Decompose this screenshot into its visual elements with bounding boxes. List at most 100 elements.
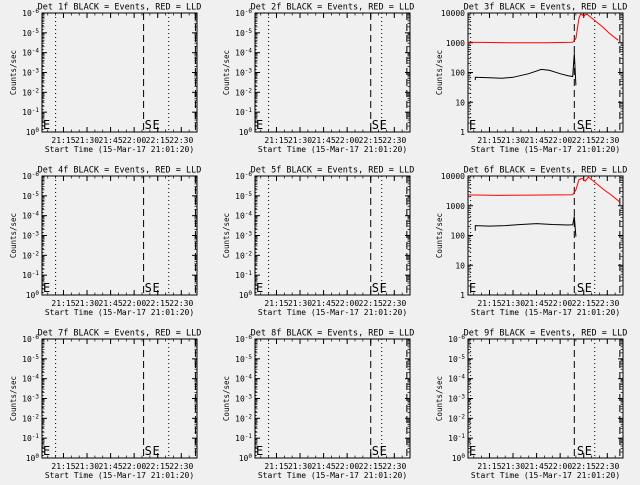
start-marker-label: S [145,444,152,458]
y-tick-label: 1 [460,291,465,300]
start-marker-label: S [577,444,584,458]
left-edge-e-label: E [43,281,50,295]
y-tick-label: 100 [26,453,40,463]
plot-frame [467,12,624,133]
y-tick-label: 100 [239,290,253,300]
chart-title: Det 3f BLACK = Events, RED = LLD [464,3,628,13]
chart-title: Det 7f BLACK = Events, RED = LLD [38,329,202,339]
y-axis-label: Counts/sec [9,376,18,421]
y-tick-label: 10-5 [235,191,252,201]
left-edge-e-label: E [43,444,50,458]
y-tick-label: 10-6 [448,334,465,344]
x-axis-label: Start Time (15-Mar-17 21:01:20) [258,308,407,317]
x-tick-label: 22:30 [169,299,193,308]
x-tick-label: 21:15 [51,299,75,308]
x-tick-label: 22:00 [548,136,572,145]
x-tick-label: 21:45 [312,136,336,145]
x-tick-label: 22:00 [335,299,359,308]
y-tick-label: 10-3 [22,394,39,404]
x-tick-label: 22:00 [122,299,146,308]
plot-frame [41,12,198,133]
y-tick-label: 10 [455,98,465,107]
y-tick-label: 100 [451,69,466,78]
y-tick-label: 10-6 [235,8,252,18]
x-tick-label: 21:45 [525,462,549,471]
end-marker-label: E [380,281,387,295]
y-tick-label: 10-5 [22,28,39,38]
x-tick-label: 21:45 [312,299,336,308]
y-tick-label: 10000 [441,172,465,181]
chart-panel-det-1: Det 1f BLACK = Events, RED = LLD 100 10-1 1… [9,3,201,155]
x-tick-label: 22:00 [548,462,572,471]
x-axis-label: Start Time (15-Mar-17 21:01:20) [471,145,620,154]
y-tick-label: 10-3 [235,231,252,241]
y-tick-label: 10-1 [22,107,39,117]
y-tick-label: 10-5 [448,354,465,364]
x-tick-label: 21:45 [525,299,549,308]
y-tick-label: 10000 [441,9,465,18]
plot-frame [254,175,411,296]
x-tick-label: 22:00 [122,136,146,145]
x-tick-label: 21:45 [99,462,123,471]
y-tick-label: 100 [239,453,253,463]
start-marker-label: S [145,118,152,132]
y-tick-label: 10-1 [22,433,39,443]
y-tick-label: 10-2 [448,413,465,423]
chart-panel-det-2: Det 2f BLACK = Events, RED = LLD 100 10-1 1… [222,3,414,155]
x-tick-label: 22:30 [169,136,193,145]
y-tick-label: 10-3 [22,68,39,78]
y-tick-label: 10-6 [22,171,39,181]
plot-frame [467,175,624,296]
chart-panel-det-5: Det 5f BLACK = Events, RED = LLD 100 10-1 1… [222,166,414,318]
x-tick-label: 22:30 [595,299,619,308]
x-tick-label: 22:30 [382,136,406,145]
y-tick-label: 10-5 [22,354,39,364]
y-tick-label: 1 [460,128,465,137]
x-tick-label: 22:15 [572,462,596,471]
x-axis-label: Start Time (15-Mar-17 21:01:20) [45,471,194,480]
y-axis-label: Counts/sec [9,213,18,258]
end-marker-label: E [152,444,159,458]
end-marker-label: E [152,281,159,295]
x-tick-label: 21:15 [477,136,501,145]
start-marker-label: S [145,281,152,295]
y-tick-label: 10-5 [22,191,39,201]
chart-title: Det 5f BLACK = Events, RED = LLD [251,166,415,176]
x-tick-label: 22:15 [359,462,383,471]
x-tick-label: 22:00 [122,462,146,471]
end-marker-label: E [585,281,592,295]
y-tick-label: 10-5 [235,28,252,38]
y-tick-label: 100 [451,232,466,241]
x-tick-label: 21:45 [525,136,549,145]
chart-title: Det 4f BLACK = Events, RED = LLD [38,166,202,176]
x-tick-label: 21:45 [99,136,123,145]
x-tick-label: 22:15 [146,136,170,145]
x-tick-label: 21:30 [75,462,99,471]
y-tick-label: 10-3 [448,394,465,404]
chart-panel-det-9: Det 9f BLACK = Events, RED = LLD 100 10-1 1… [435,329,627,481]
x-tick-label: 21:30 [501,136,525,145]
chart-title: Det 8f BLACK = Events, RED = LLD [251,329,415,339]
y-tick-label: 10-4 [235,211,252,221]
x-tick-label: 21:30 [75,136,99,145]
y-axis-label: Counts/sec [9,50,18,95]
x-tick-label: 21:15 [264,136,288,145]
x-tick-label: 21:30 [288,299,312,308]
x-tick-label: 22:30 [595,462,619,471]
x-tick-label: 21:15 [51,462,75,471]
y-tick-label: 10-6 [22,334,39,344]
plot-frame [254,12,411,133]
y-axis-label: Counts/sec [222,213,231,258]
lld-series-line [467,176,621,203]
y-tick-label: 10-4 [22,211,39,221]
plot-frame [467,338,624,459]
x-axis-label: Start Time (15-Mar-17 21:01:20) [45,145,194,154]
left-edge-e-label: E [43,118,50,132]
y-tick-label: 10-6 [22,8,39,18]
y-axis-label: Counts/sec [222,50,231,95]
x-tick-label: 22:00 [335,136,359,145]
x-tick-label: 21:30 [501,299,525,308]
x-tick-label: 22:15 [359,136,383,145]
end-marker-label: E [380,444,387,458]
